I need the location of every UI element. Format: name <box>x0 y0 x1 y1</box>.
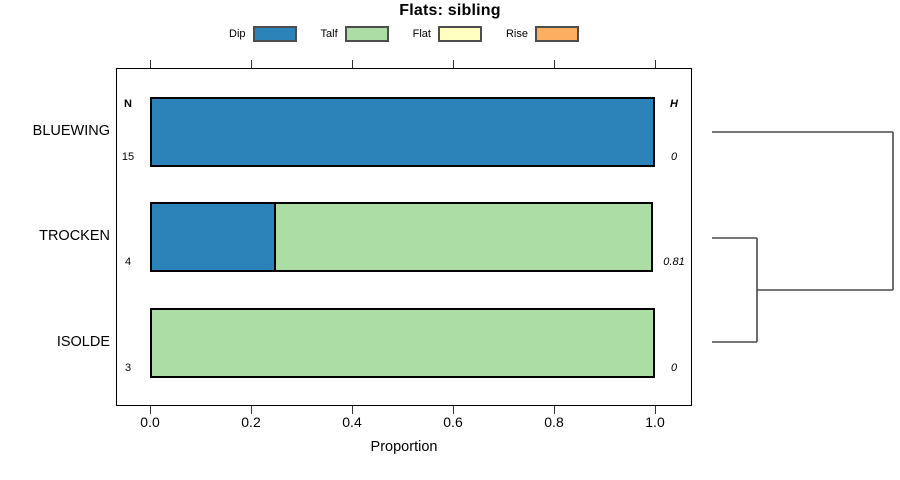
bottom-tick <box>453 406 454 414</box>
legend: Dip Talf Flat Rise <box>116 25 692 43</box>
x-tick-label: 0.6 <box>443 414 463 430</box>
plot-box <box>116 68 692 406</box>
bottom-tick <box>150 406 151 414</box>
top-tick <box>150 60 151 68</box>
bar-row <box>150 97 655 167</box>
h-value: 0 <box>670 362 678 374</box>
legend-swatch-dip-icon <box>252 26 297 42</box>
x-tick-label: 1.0 <box>645 414 665 430</box>
bottom-tick <box>251 406 252 414</box>
x-tick-label: 0.0 <box>140 414 160 430</box>
bar-row <box>150 308 655 378</box>
top-tick <box>554 60 555 68</box>
x-tick-label: 0.2 <box>241 414 261 430</box>
legend-item: Dip <box>229 26 297 42</box>
x-tick-label: 0.8 <box>544 414 564 430</box>
n-column-header: N <box>124 98 132 110</box>
n-value: 3 <box>124 362 132 374</box>
bottom-tick <box>655 406 656 414</box>
top-tick <box>251 60 252 68</box>
x-tick-label: 0.4 <box>342 414 362 430</box>
bottom-tick <box>554 406 555 414</box>
category-label: TROCKEN <box>39 228 110 244</box>
h-column-header: H <box>670 98 678 110</box>
n-value: 15 <box>121 151 135 163</box>
legend-item: Talf <box>321 26 389 42</box>
legend-swatch-rise-icon <box>535 26 579 42</box>
bar-segment-dip <box>150 97 655 167</box>
category-label: BLUEWING <box>32 123 110 139</box>
bar-segment-talf <box>274 202 653 272</box>
legend-label: Flat <box>412 28 431 40</box>
legend-swatch-flat-icon <box>437 26 482 42</box>
x-axis-title: Proportion <box>370 439 438 455</box>
top-tick <box>655 60 656 68</box>
legend-label: Dip <box>229 28 246 40</box>
bar-segment-talf <box>150 308 655 378</box>
chart-title: Flats: sibling <box>399 2 501 19</box>
top-tick <box>352 60 353 68</box>
legend-item: Flat <box>413 26 482 42</box>
bottom-tick <box>352 406 353 414</box>
legend-label: Talf <box>320 28 338 40</box>
bar-segment-dip <box>150 202 277 272</box>
bar-row <box>150 202 655 272</box>
legend-swatch-talf-icon <box>344 26 389 42</box>
legend-label: Rise <box>505 28 528 40</box>
legend-item: Rise <box>506 26 579 42</box>
category-label: ISOLDE <box>56 334 110 350</box>
h-value: 0 <box>670 151 678 163</box>
n-value: 4 <box>124 256 132 268</box>
top-tick <box>453 60 454 68</box>
h-value: 0.81 <box>663 256 685 268</box>
